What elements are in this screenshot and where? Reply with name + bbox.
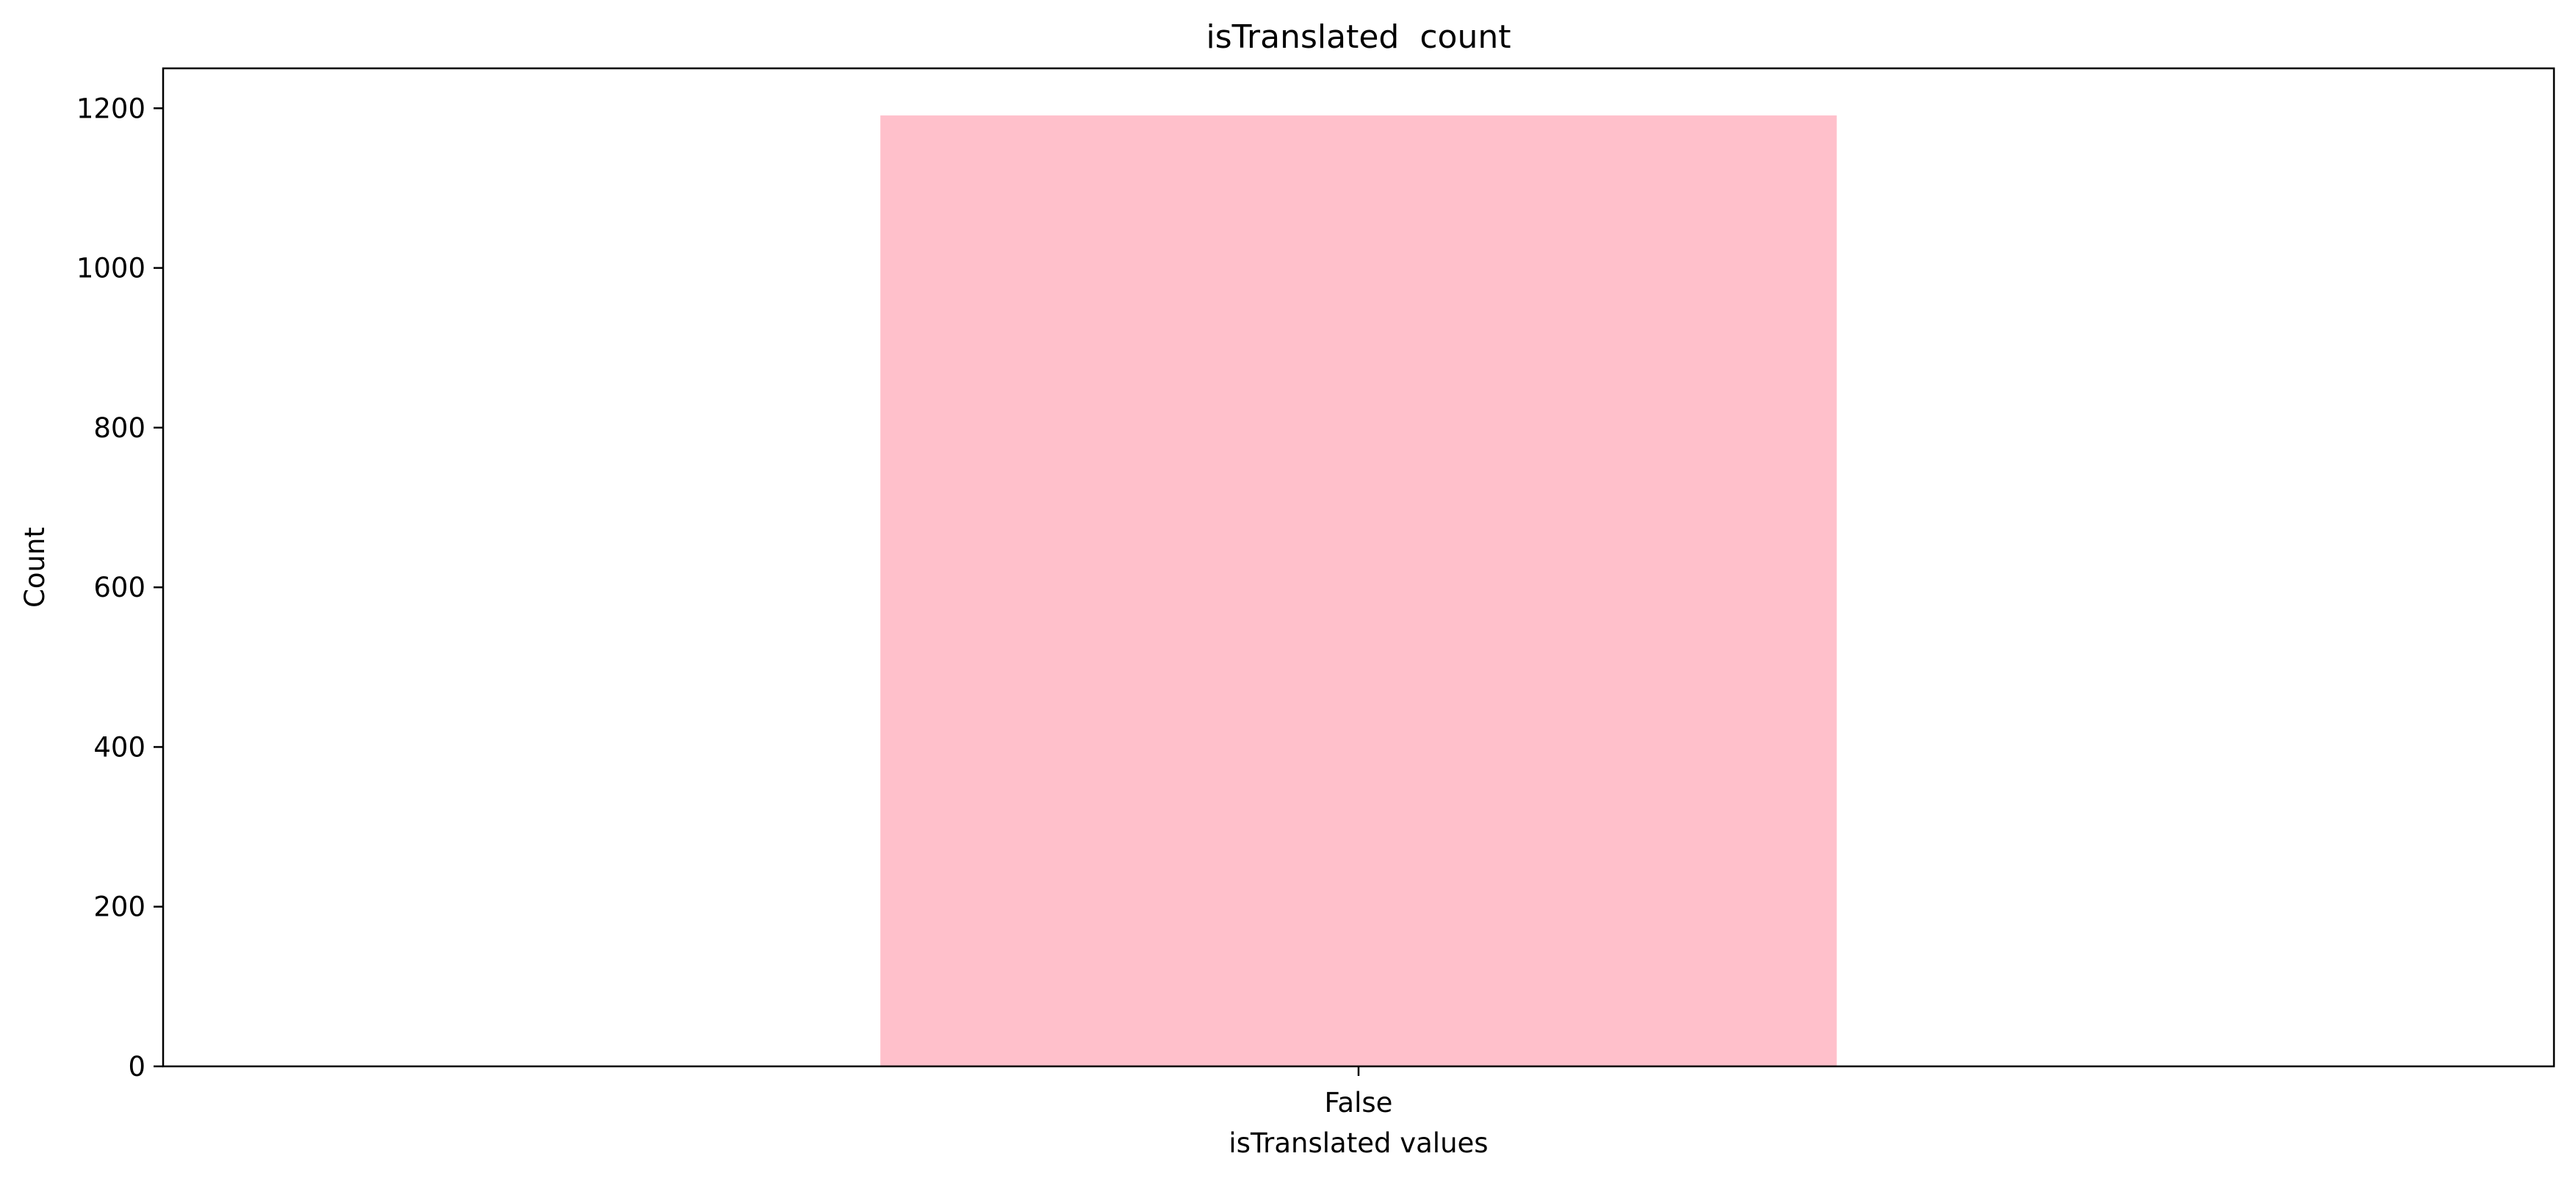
y-tick-label: 400 [93, 731, 145, 763]
bar-false [880, 115, 1837, 1066]
y-tick-label: 1000 [76, 253, 145, 284]
y-tick-label: 0 [128, 1051, 145, 1083]
x-tick-label: False [1325, 1087, 1393, 1119]
plot-frame [162, 67, 2555, 1068]
chart-title: isTranslated count [1206, 18, 1511, 56]
y-tick-label: 1200 [76, 93, 145, 124]
y-axis-label: Count [19, 527, 51, 608]
y-tick-label: 800 [93, 412, 145, 444]
y-axis-ticks: 0 200 400 600 800 1000 1200 [76, 93, 163, 1083]
bars [880, 115, 1837, 1066]
x-axis-label: isTranslated values [1228, 1127, 1488, 1159]
y-tick-label: 200 [93, 891, 145, 923]
x-axis-ticks: False [1325, 1066, 1393, 1119]
y-tick-label: 600 [93, 572, 145, 603]
